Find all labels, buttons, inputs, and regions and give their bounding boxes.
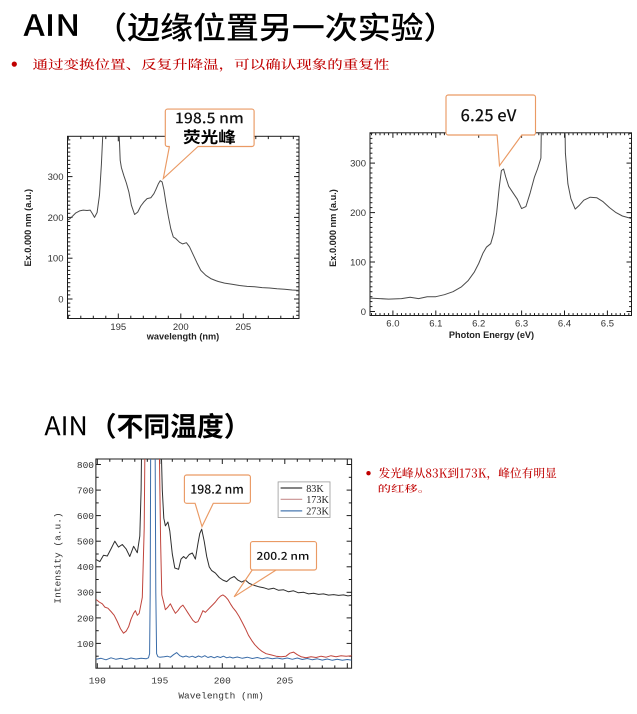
svg-text:600: 600 (77, 511, 94, 522)
svg-text:100: 100 (48, 254, 64, 265)
svg-text:200: 200 (173, 322, 189, 333)
svg-text:6.0: 6.0 (386, 319, 399, 330)
svg-text:195: 195 (151, 676, 168, 687)
svg-text:100: 100 (350, 257, 366, 268)
svg-text:100: 100 (77, 639, 94, 650)
svg-text:700: 700 (77, 485, 94, 496)
svg-text:Ex.0.000 nm (a.u.): Ex.0.000 nm (a.u.) (23, 189, 33, 267)
svg-text:Wavelength (nm): Wavelength (nm) (178, 691, 264, 702)
svg-text:Ex.0.000 nm (a.u.): Ex.0.000 nm (a.u.) (328, 189, 338, 267)
svg-text:83K: 83K (306, 484, 324, 495)
svg-text:205: 205 (276, 676, 293, 687)
svg-text:300: 300 (77, 588, 94, 599)
svg-text:6.5: 6.5 (601, 319, 614, 330)
svg-text:6.1: 6.1 (429, 319, 442, 330)
svg-text:6.2: 6.2 (472, 319, 485, 330)
svg-text:173K: 173K (306, 495, 329, 506)
svg-text:800: 800 (77, 460, 94, 471)
svg-text:0: 0 (361, 307, 366, 318)
svg-text:200: 200 (77, 613, 94, 624)
svg-text:6.4: 6.4 (558, 319, 571, 330)
svg-text:300: 300 (48, 172, 64, 183)
svg-text:Intensity (a.u.): Intensity (a.u.) (53, 512, 64, 603)
svg-text:190: 190 (89, 676, 106, 687)
svg-text:200: 200 (350, 208, 366, 219)
svg-text:273K: 273K (306, 507, 329, 518)
svg-text:195: 195 (110, 322, 126, 333)
svg-text:0: 0 (58, 294, 63, 305)
svg-text:200: 200 (214, 676, 231, 687)
svg-text:300: 300 (350, 158, 366, 169)
svg-text:400: 400 (77, 562, 94, 573)
svg-text:wavelength (nm): wavelength (nm) (146, 332, 220, 342)
svg-text:6.3: 6.3 (515, 319, 528, 330)
svg-text:205: 205 (235, 322, 251, 333)
svg-text:200: 200 (48, 213, 64, 224)
svg-text:Photon Energy (eV): Photon Energy (eV) (449, 330, 534, 340)
svg-text:500: 500 (77, 537, 94, 548)
